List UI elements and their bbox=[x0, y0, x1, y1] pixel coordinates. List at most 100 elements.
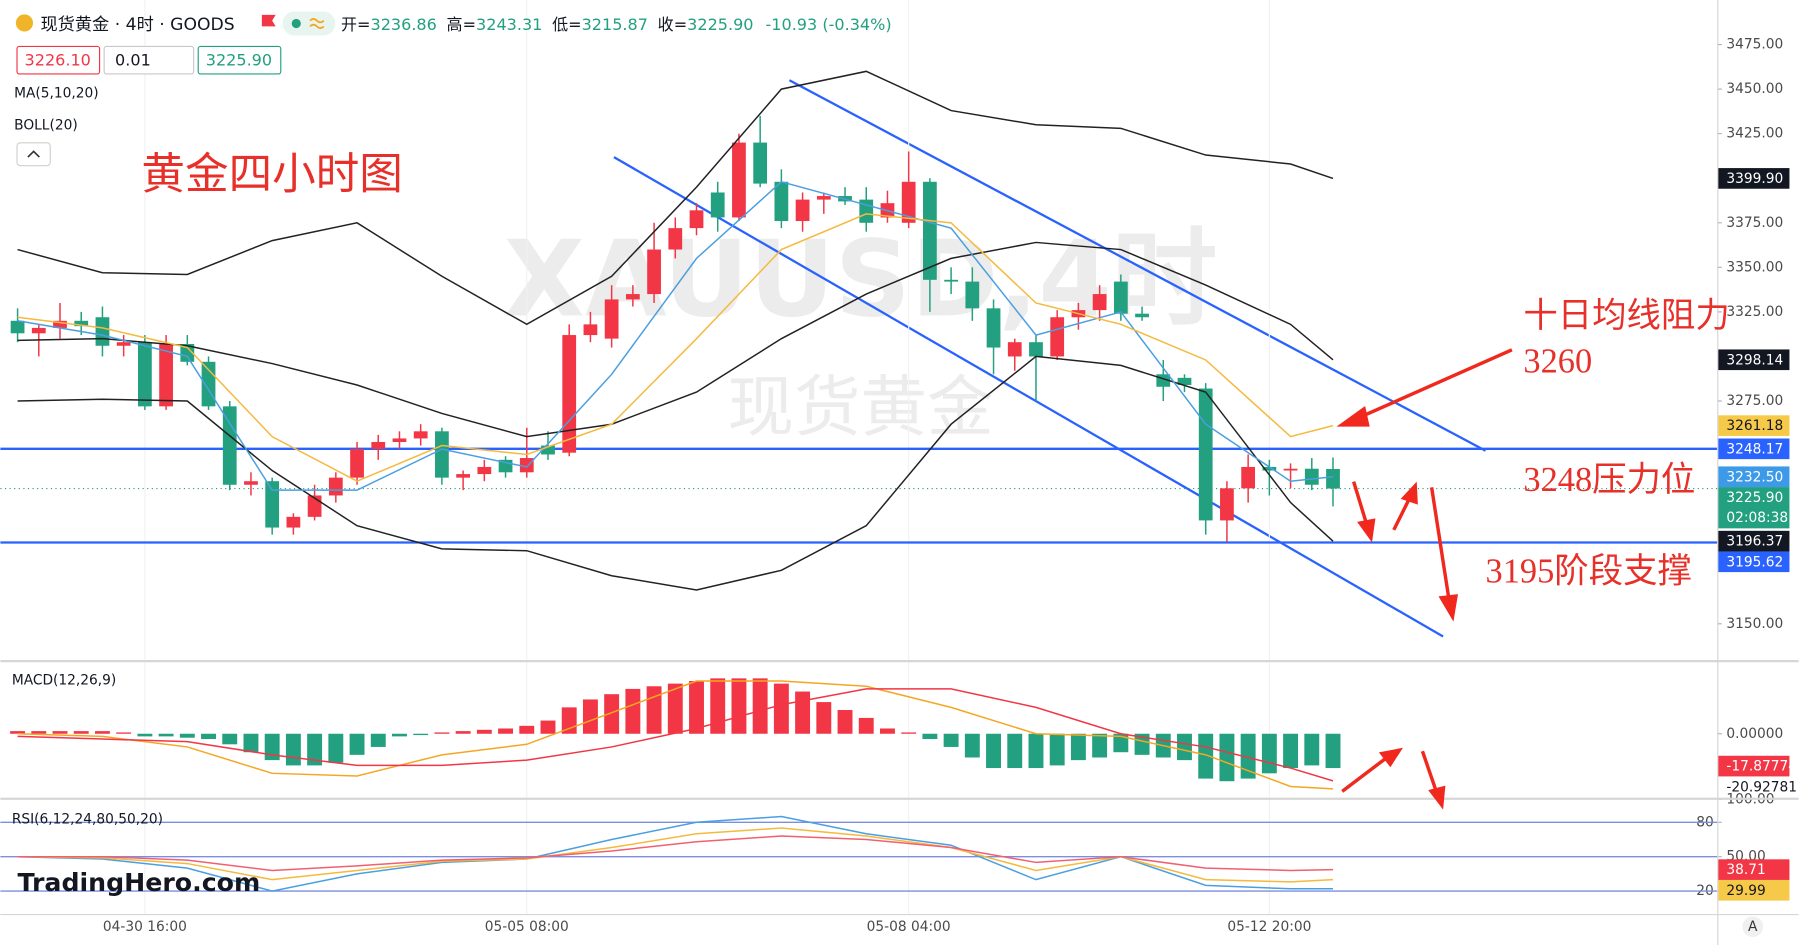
buy-button[interactable] bbox=[197, 45, 282, 75]
y-tick-label: 3350.00 bbox=[1726, 259, 1783, 275]
qty-input[interactable] bbox=[103, 45, 195, 75]
candle-body bbox=[901, 181, 916, 223]
watermark-symbol: XAUUSD,4时 bbox=[504, 217, 1218, 340]
histogram-bar bbox=[922, 733, 938, 740]
histogram-bar bbox=[285, 733, 301, 766]
candle-body bbox=[1177, 377, 1192, 385]
candle-body bbox=[95, 317, 110, 346]
indicator-line bbox=[17, 688, 1334, 782]
indicator-label[interactable]: RSI(6,12,24,80,50,20) bbox=[12, 811, 163, 827]
y-tick-label: 3450.00 bbox=[1726, 81, 1783, 97]
candle-body bbox=[795, 199, 810, 222]
histogram-bar bbox=[1240, 733, 1256, 779]
candle-body bbox=[816, 196, 831, 200]
y-tick-label: 3325.00 bbox=[1726, 304, 1783, 320]
histogram-bar bbox=[582, 699, 598, 734]
histogram-bar bbox=[1028, 733, 1044, 769]
candle-body bbox=[944, 279, 958, 282]
histogram-bar bbox=[476, 729, 492, 734]
candle-body bbox=[1326, 468, 1340, 489]
histogram-bar bbox=[1049, 733, 1065, 766]
price-tag bbox=[1718, 879, 1790, 901]
histogram-bar bbox=[519, 725, 535, 734]
delay-icon bbox=[309, 18, 325, 29]
histogram-bar bbox=[370, 733, 386, 747]
histogram-bar bbox=[880, 728, 895, 734]
indicator-line bbox=[17, 827, 1334, 883]
candle-body bbox=[222, 406, 237, 485]
price-tag-label: -17.87774 bbox=[1726, 759, 1797, 775]
histogram-bar bbox=[73, 731, 89, 734]
histogram-bar bbox=[1304, 733, 1320, 766]
indicator-label[interactable]: BOLL(20) bbox=[14, 118, 78, 134]
histogram-bar bbox=[1177, 733, 1192, 761]
flag-icon[interactable] bbox=[261, 14, 276, 27]
ohlc-label: 收= bbox=[658, 15, 688, 34]
histogram-bar bbox=[986, 733, 1001, 769]
watermark-name: 现货黄金 bbox=[728, 368, 994, 446]
annotation: 3248压力位 bbox=[1523, 461, 1695, 499]
candle-body bbox=[116, 342, 131, 346]
indicator-label[interactable]: MACD(12,26,9) bbox=[12, 673, 116, 689]
candle-body bbox=[1220, 488, 1234, 521]
histogram-bar bbox=[540, 720, 556, 734]
histogram-bar bbox=[1219, 733, 1235, 782]
annotation: 3195阶段支撑 bbox=[1486, 553, 1692, 591]
price-tag bbox=[1718, 415, 1790, 436]
histogram-bar bbox=[52, 731, 68, 734]
y-tick-label: 0.00000 bbox=[1726, 726, 1783, 742]
price-tag bbox=[1718, 349, 1790, 371]
price-tag-label: 3399.90 bbox=[1726, 171, 1783, 187]
histogram-bar bbox=[773, 683, 789, 734]
candle-body bbox=[53, 320, 67, 328]
histogram-bar bbox=[1092, 733, 1108, 758]
histogram-bar bbox=[901, 732, 917, 734]
histogram-bar bbox=[179, 733, 195, 738]
candle-body bbox=[31, 327, 46, 334]
candle-body bbox=[562, 335, 577, 453]
histogram-bar bbox=[10, 731, 26, 734]
candle-body bbox=[201, 361, 216, 407]
price-tag bbox=[1718, 487, 1790, 529]
price-tag-label: 3298.14 bbox=[1726, 352, 1783, 368]
histogram-bar bbox=[816, 702, 832, 734]
buy-price: 3225.90 bbox=[206, 50, 272, 69]
status-pill[interactable] bbox=[282, 11, 336, 36]
indicator-line bbox=[17, 815, 1334, 892]
candle-body bbox=[1029, 342, 1043, 357]
arrow bbox=[1352, 481, 1368, 524]
candle-body bbox=[456, 474, 471, 478]
histogram-bar bbox=[837, 710, 853, 734]
candle-body bbox=[328, 477, 343, 496]
candle-body bbox=[1050, 317, 1065, 357]
arrow bbox=[1341, 757, 1386, 793]
candle-body bbox=[137, 342, 152, 407]
histogram-bar bbox=[1198, 733, 1214, 779]
change: -10.93 (-0.34%) bbox=[766, 15, 892, 34]
indicator-line bbox=[17, 213, 1334, 483]
scale-button[interactable] bbox=[1742, 916, 1764, 937]
histogram-bar bbox=[731, 678, 747, 734]
chevron bbox=[27, 150, 40, 158]
collapse-button[interactable] bbox=[16, 142, 51, 167]
histogram-bar bbox=[307, 733, 323, 766]
candle-body bbox=[413, 431, 428, 439]
indicator-label[interactable]: MA(5,10,20) bbox=[14, 85, 98, 101]
candle-body bbox=[1198, 388, 1213, 521]
candle-body bbox=[689, 210, 704, 229]
price-tag-label: 3225.90 bbox=[1726, 490, 1783, 506]
symbol[interactable]: 现货黄金 · 4时 · GOODS bbox=[41, 15, 235, 35]
price-tag bbox=[1718, 551, 1790, 573]
annotation: 3260 bbox=[1523, 343, 1592, 381]
price-tag bbox=[1718, 466, 1790, 488]
candle-body bbox=[1262, 466, 1277, 471]
ohlc-label: 开= bbox=[341, 15, 370, 34]
ohlc-label: 低= bbox=[552, 15, 582, 34]
y-tick-label: 3425.00 bbox=[1726, 126, 1783, 142]
arrow-head bbox=[1357, 518, 1376, 543]
histogram-bar bbox=[858, 717, 874, 734]
candle-body bbox=[965, 281, 980, 309]
ohlc: 开=3236.86 高=3243.31 低=3215.87 收=3225.90 … bbox=[341, 15, 892, 34]
sell-button[interactable] bbox=[16, 45, 101, 75]
candle-body bbox=[286, 516, 301, 528]
